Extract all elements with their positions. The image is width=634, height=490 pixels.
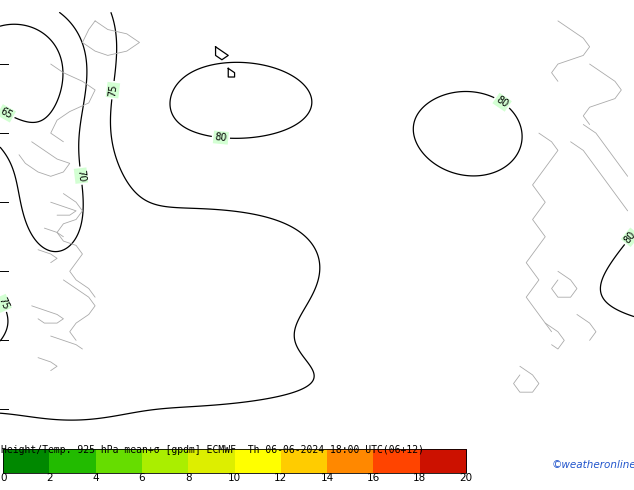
Bar bbox=[3, 449, 466, 473]
Text: 4: 4 bbox=[93, 473, 99, 483]
Text: 20: 20 bbox=[460, 473, 472, 483]
Bar bbox=[466, 449, 467, 473]
Bar bbox=[188, 449, 235, 473]
Text: 18: 18 bbox=[413, 473, 426, 483]
Bar bbox=[3, 449, 49, 473]
Bar bbox=[373, 449, 420, 473]
Text: 2: 2 bbox=[46, 473, 53, 483]
Text: Height/Temp. 925 hPa mean+σ [gpdm] ECMWF  Th 06-06-2024 18:00 UTC(06+12): Height/Temp. 925 hPa mean+σ [gpdm] ECMWF… bbox=[1, 445, 424, 455]
Text: 75: 75 bbox=[0, 295, 10, 311]
Bar bbox=[142, 449, 188, 473]
Text: 0: 0 bbox=[0, 473, 6, 483]
Text: 16: 16 bbox=[367, 473, 380, 483]
Bar bbox=[235, 449, 281, 473]
Bar bbox=[49, 449, 96, 473]
Bar bbox=[327, 449, 373, 473]
Text: 10: 10 bbox=[228, 473, 241, 483]
Text: ©weatheronline.co.uk: ©weatheronline.co.uk bbox=[552, 460, 634, 469]
Bar bbox=[420, 449, 466, 473]
Text: 80: 80 bbox=[495, 95, 510, 110]
Text: 6: 6 bbox=[139, 473, 145, 483]
Text: 75: 75 bbox=[107, 83, 119, 97]
Text: 14: 14 bbox=[321, 473, 333, 483]
Text: 65: 65 bbox=[0, 106, 14, 121]
Text: 70: 70 bbox=[75, 169, 87, 182]
Text: 8: 8 bbox=[185, 473, 191, 483]
Text: 12: 12 bbox=[275, 473, 287, 483]
Bar bbox=[281, 449, 327, 473]
Bar bbox=[96, 449, 142, 473]
Text: 80: 80 bbox=[623, 229, 634, 245]
Text: 80: 80 bbox=[214, 132, 228, 143]
